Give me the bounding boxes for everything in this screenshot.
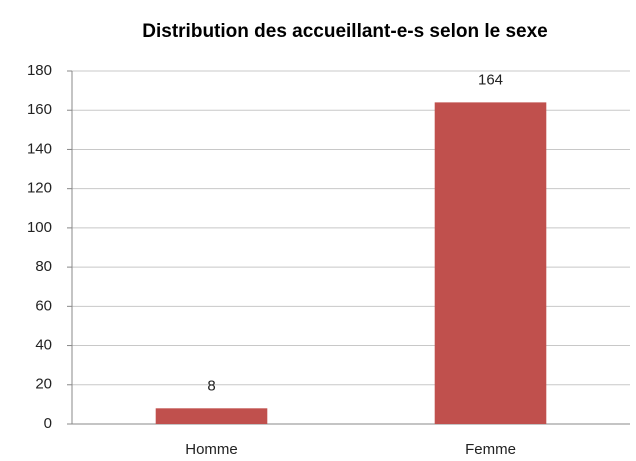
y-tick-label: 0 xyxy=(44,415,52,432)
y-tick-label: 140 xyxy=(27,140,52,157)
y-tick-label: 60 xyxy=(35,297,52,314)
y-tick-label: 120 xyxy=(27,180,52,197)
bar xyxy=(155,408,268,424)
y-tick-label: 160 xyxy=(27,101,52,118)
y-tick-label: 40 xyxy=(35,337,52,354)
y-tick-label: 100 xyxy=(27,219,52,236)
y-tick-label: 20 xyxy=(35,376,52,393)
y-tick-label: 180 xyxy=(27,62,52,79)
data-label: 8 xyxy=(207,377,215,394)
x-tick-label: Homme xyxy=(185,441,238,458)
x-tick-label: Femme xyxy=(465,441,516,458)
data-label: 164 xyxy=(478,71,503,88)
chart-title: Distribution des accueillant-e-s selon l… xyxy=(142,21,547,42)
bar xyxy=(434,102,547,424)
y-tick-label: 80 xyxy=(35,258,52,275)
